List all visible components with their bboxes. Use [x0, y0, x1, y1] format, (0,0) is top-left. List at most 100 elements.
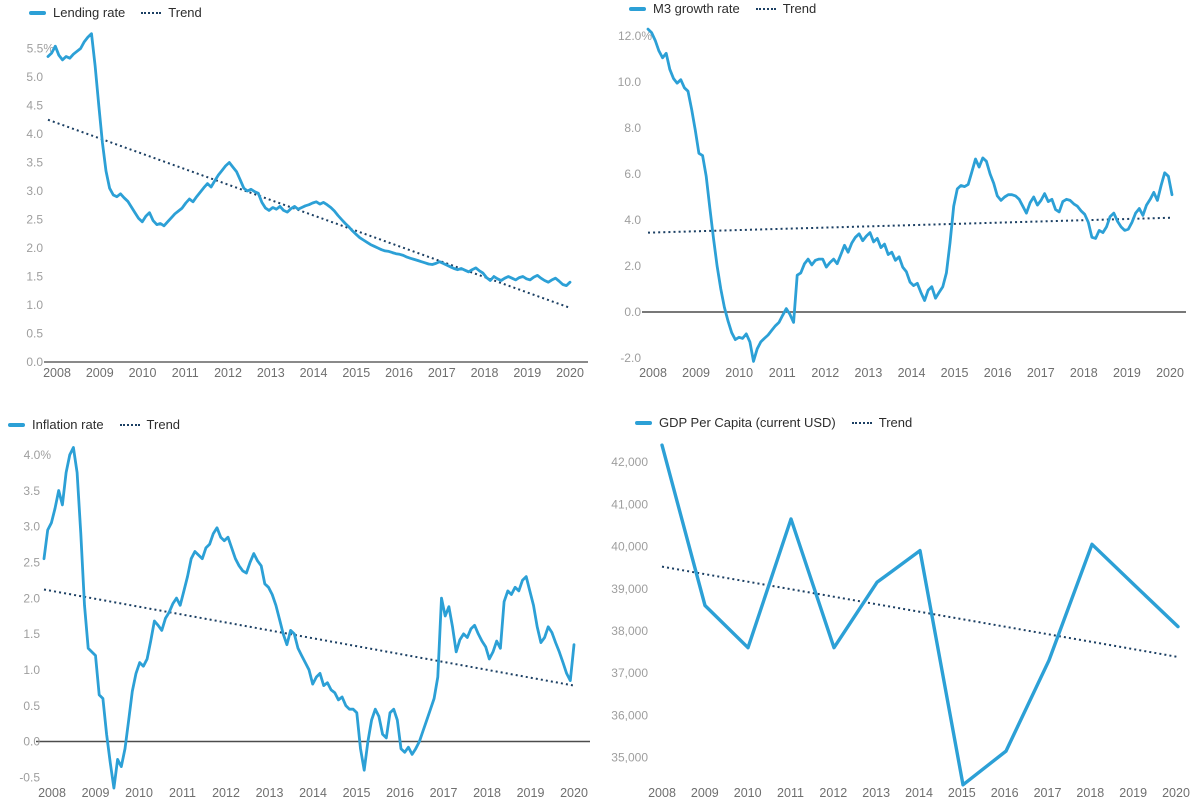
legend-inflation-rate: Inflation rate Trend	[8, 417, 180, 432]
x-axis-tick-label: 2012	[214, 366, 242, 380]
y-axis-tick-label: 4.0%	[24, 448, 52, 462]
y-axis-tick-label: 0.5	[26, 327, 43, 341]
x-axis-tick-label: 2010	[734, 786, 762, 800]
series-line-swatch	[8, 422, 25, 427]
panel-m3-growth-rate: M3 growth rate Trend 12.0% 10.0 8.0 6.0 4.0 2…	[600, 0, 1200, 403]
y-axis-tick-label: 0.0	[26, 355, 43, 369]
trend-legend-label: Trend	[146, 417, 181, 432]
x-axis-tick-label: 2011	[172, 366, 199, 380]
trend-dots-swatch	[851, 421, 872, 424]
x-axis-tick-label: 2014	[905, 786, 933, 800]
x-axis-tick-label: 2019	[513, 366, 541, 380]
x-axis-tick-label: 2009	[682, 366, 710, 380]
y-axis-tick-label: 3.0	[23, 520, 40, 534]
inflation-rate-trend-line	[43, 588, 575, 687]
x-axis-tick-label: 2020	[560, 786, 588, 800]
x-axis-tick-label: 2010	[725, 366, 753, 380]
y-axis-tick-label: 3.5	[23, 484, 40, 498]
series-legend-label: Lending rate	[53, 5, 126, 20]
trend-dots-swatch	[755, 7, 776, 10]
x-axis-tick-label: 2008	[648, 786, 676, 800]
y-axis-tick-label: 3.5	[26, 156, 43, 170]
y-axis-tick-label: 5.5%	[27, 42, 55, 56]
lending-rate-chart-canvas: 5.5%5.04.54.03.53.02.52.01.51.00.50.0200…	[26, 32, 588, 380]
x-axis-tick-label: 2020	[1162, 786, 1190, 800]
x-axis-tick-label: 2008	[43, 366, 71, 380]
y-axis-tick-label: 1.0	[23, 663, 40, 677]
x-axis-tick-label: 2010	[125, 786, 153, 800]
x-axis-tick-label: 2016	[385, 366, 413, 380]
x-axis-tick-label: 2008	[38, 786, 66, 800]
y-axis-tick-label: 5.0	[26, 70, 43, 84]
x-axis-tick-label: 2017	[430, 786, 458, 800]
x-axis-tick-label: 2012	[819, 786, 847, 800]
x-axis-tick-label: 2015	[342, 366, 370, 380]
y-axis-tick-label: 12.0%	[618, 29, 652, 43]
y-axis-tick-label: 1.0	[26, 298, 43, 312]
x-axis-tick-label: 2015	[948, 786, 976, 800]
y-axis-tick-label: 41,000	[611, 497, 648, 511]
x-axis-tick-label: 2009	[82, 786, 110, 800]
x-axis-tick-label: 2013	[257, 366, 285, 380]
x-axis-tick-label: 2008	[639, 366, 667, 380]
x-axis-tick-label: 2020	[556, 366, 584, 380]
x-axis-tick-label: 2018	[473, 786, 501, 800]
x-axis-tick-label: 2013	[855, 366, 883, 380]
trend-dots-swatch	[141, 11, 162, 14]
x-axis-tick-label: 2009	[86, 366, 114, 380]
y-axis-tick-label: 39,000	[611, 582, 648, 596]
y-axis-tick-label: 2.0	[26, 241, 43, 255]
y-axis-tick-label: 37,000	[611, 666, 648, 680]
y-axis-tick-label: 0.0	[23, 735, 40, 749]
y-axis-tick-label: 6.0	[624, 167, 641, 181]
y-axis-tick-label: 2.0	[23, 591, 40, 605]
x-axis-tick-label: 2018	[1070, 366, 1098, 380]
y-axis-tick-label: 3.0	[26, 184, 43, 198]
gdp-per-capita-series-line	[660, 443, 1180, 787]
gdp-per-capita-trend-line	[661, 565, 1179, 658]
x-axis-tick-label: 2019	[1113, 366, 1141, 380]
x-axis-tick-label: 2013	[256, 786, 284, 800]
x-axis-tick-label: 2020	[1156, 366, 1184, 380]
x-axis-tick-label: 2018	[1076, 786, 1104, 800]
trend-legend-label: Trend	[782, 1, 817, 16]
y-axis-tick-label: 2.0	[624, 259, 641, 273]
legend-lending-rate: Lending rate Trend	[29, 5, 202, 20]
x-axis-tick-label: 2018	[471, 366, 499, 380]
y-axis-tick-label: 40,000	[611, 540, 648, 554]
x-axis-tick-label: 2016	[991, 786, 1019, 800]
y-axis-tick-label: 36,000	[611, 708, 648, 722]
x-axis-tick-label: 2015	[343, 786, 371, 800]
x-axis-tick-label: 2017	[1034, 786, 1062, 800]
trend-dots-swatch	[119, 423, 140, 426]
y-axis-tick-label: 10.0	[618, 75, 642, 89]
x-axis-tick-label: 2011	[769, 366, 796, 380]
y-axis-tick-label: 38,000	[611, 624, 648, 638]
panel-gdp-per-capita: GDP Per Capita (current USD) Trend 42,00…	[600, 403, 1200, 805]
y-axis-tick-label: -2.0	[620, 351, 641, 365]
x-axis-tick-label: 2019	[517, 786, 545, 800]
y-axis-tick-label: 4.5	[26, 99, 43, 113]
series-legend-label: GDP Per Capita (current USD)	[659, 415, 836, 430]
m3-growth-rate-series-line	[646, 27, 1174, 363]
series-line-swatch	[29, 10, 46, 15]
trend-legend-label: Trend	[878, 415, 913, 430]
m3-growth-rate-trend-line	[647, 216, 1173, 234]
x-axis-tick-label: 2009	[691, 786, 719, 800]
x-axis-tick-label: 2014	[299, 786, 327, 800]
x-axis-tick-label: 2011	[169, 786, 196, 800]
y-axis-tick-label: 0.0	[624, 305, 641, 319]
x-axis-tick-label: 2014	[300, 366, 328, 380]
series-line-swatch	[629, 6, 646, 11]
x-axis-tick-label: 2014	[898, 366, 926, 380]
series-legend-label: Inflation rate	[32, 417, 104, 432]
y-axis-tick-label: 2.5	[26, 213, 43, 227]
series-legend-label: M3 growth rate	[653, 1, 740, 16]
x-axis-tick-label: 2013	[862, 786, 890, 800]
panel-lending-rate: Lending rate Trend 5.5% 5.0 4.5 4.0 3.5 3.0 2.…	[0, 0, 600, 403]
trend-legend-label: Trend	[168, 5, 202, 20]
gdp-chart-canvas: 42,000 41,000 40,000 39,000 38,000 37,000 36,0…	[611, 443, 1190, 800]
